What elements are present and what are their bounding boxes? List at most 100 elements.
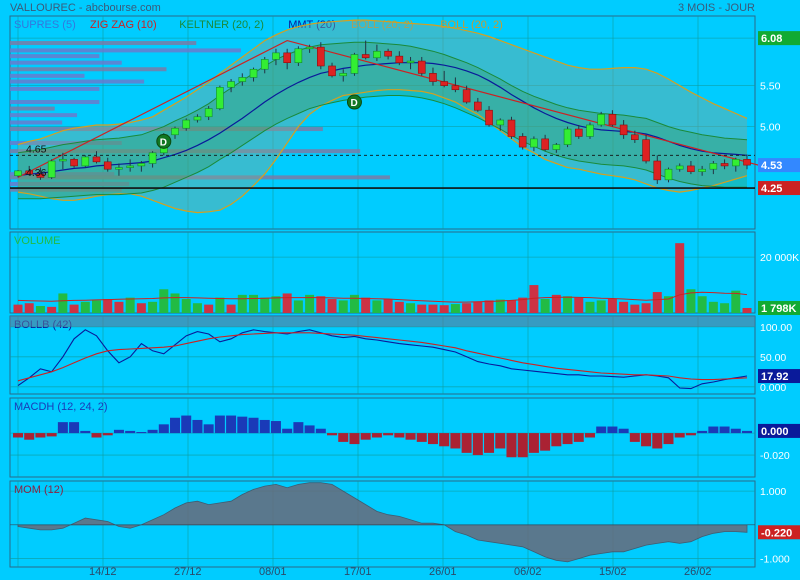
candle-body [36,173,45,178]
macd-bar [293,422,304,434]
macd-bar [517,433,528,458]
candle [384,48,392,60]
sr-bar [10,172,115,177]
candle-body [698,168,706,172]
legend-entry: KELTNER (20, 2) [179,19,264,31]
candle-body [47,160,56,178]
macd-bar [427,433,438,445]
candle [462,85,471,104]
volume-bar [47,306,57,313]
candle [25,165,34,176]
candle [36,167,45,180]
x-tick-label: 27/12 [174,566,202,578]
momentum-area [17,482,748,563]
level-label: 4.65 [26,143,47,155]
volume-bar [159,289,169,313]
candle [238,73,247,86]
value-badge [758,423,800,438]
candle-body [216,86,224,109]
sr-bar [10,48,241,53]
macd-bar [708,426,719,434]
volume-bar [394,301,404,313]
candle-body [25,170,34,175]
volume-bar [35,306,45,313]
volume-bar [585,301,595,313]
candle [731,157,740,172]
candle [631,130,639,143]
candle [328,62,336,78]
candle [283,48,291,70]
candle [260,56,269,74]
volume-bar [215,297,225,313]
candle [619,120,628,139]
macd-bar [360,433,371,440]
value-badge [758,525,800,540]
volume-bar [114,301,124,313]
macd-bar [237,416,248,434]
candle-body [59,159,67,162]
candle [148,151,157,168]
candle [417,56,426,76]
candle-body [126,165,134,168]
candle-body [731,159,740,167]
macd-bar [450,433,461,449]
candle [563,126,572,148]
macd-bar [113,429,124,434]
panel-price: 6.08 5.50 5.00 SUPRES (5) ZIG ZAG (10) KELTNE… [9,15,800,230]
candle [92,151,101,164]
macd-bar [742,430,752,434]
volume-bar [506,300,516,313]
signal-marker-label: D [350,98,357,109]
macd-bar [102,433,113,436]
volume-bar [80,301,90,313]
macd-bar [282,428,293,434]
macd-bar [125,430,136,434]
candle [698,165,706,176]
macd-bar [472,433,483,456]
candle [530,136,538,152]
volume-bar [596,300,606,313]
macd-bar [607,426,618,434]
bollb-line [17,332,748,382]
candle [103,157,112,172]
x-tick-label: 14/12 [89,566,117,578]
candle [227,79,235,93]
volume-bar [439,305,449,313]
volume-bar [69,304,79,313]
macd-bar [24,433,35,440]
x-tick-label: 15/02 [599,566,627,578]
macd-bar [484,433,495,453]
candle-body [238,77,247,82]
candle [171,126,179,139]
sr-bar [10,175,390,180]
volume-bar [125,297,135,313]
sr-bar [10,127,323,132]
y-tick-label: -1.000 [760,554,790,566]
candle [204,106,213,121]
panel-frame [9,480,756,568]
candle [451,77,460,93]
candle-body [485,109,493,126]
candle [743,154,751,170]
macd-bar [13,433,23,438]
y-tick-label: 5.00 [760,122,781,134]
volume-bar [204,304,214,313]
bollb-line [17,329,748,390]
x-tick-label: 08/01 [259,566,287,578]
volume-bar [652,292,662,313]
macd-bar [226,415,237,434]
candle-body [743,159,751,166]
sr-bar [10,73,85,78]
candle-body [496,119,505,126]
candle-body [294,48,303,63]
volume-bar [192,303,202,313]
level-label: 4.36 [26,167,47,179]
keltner-lower-line [18,95,747,200]
candle-body [474,101,482,111]
macd-bar [562,433,573,445]
value-badge-label: -0.220 [761,527,792,539]
macd-bar [674,433,685,438]
bollinger-band [18,20,747,213]
candle [59,152,67,170]
